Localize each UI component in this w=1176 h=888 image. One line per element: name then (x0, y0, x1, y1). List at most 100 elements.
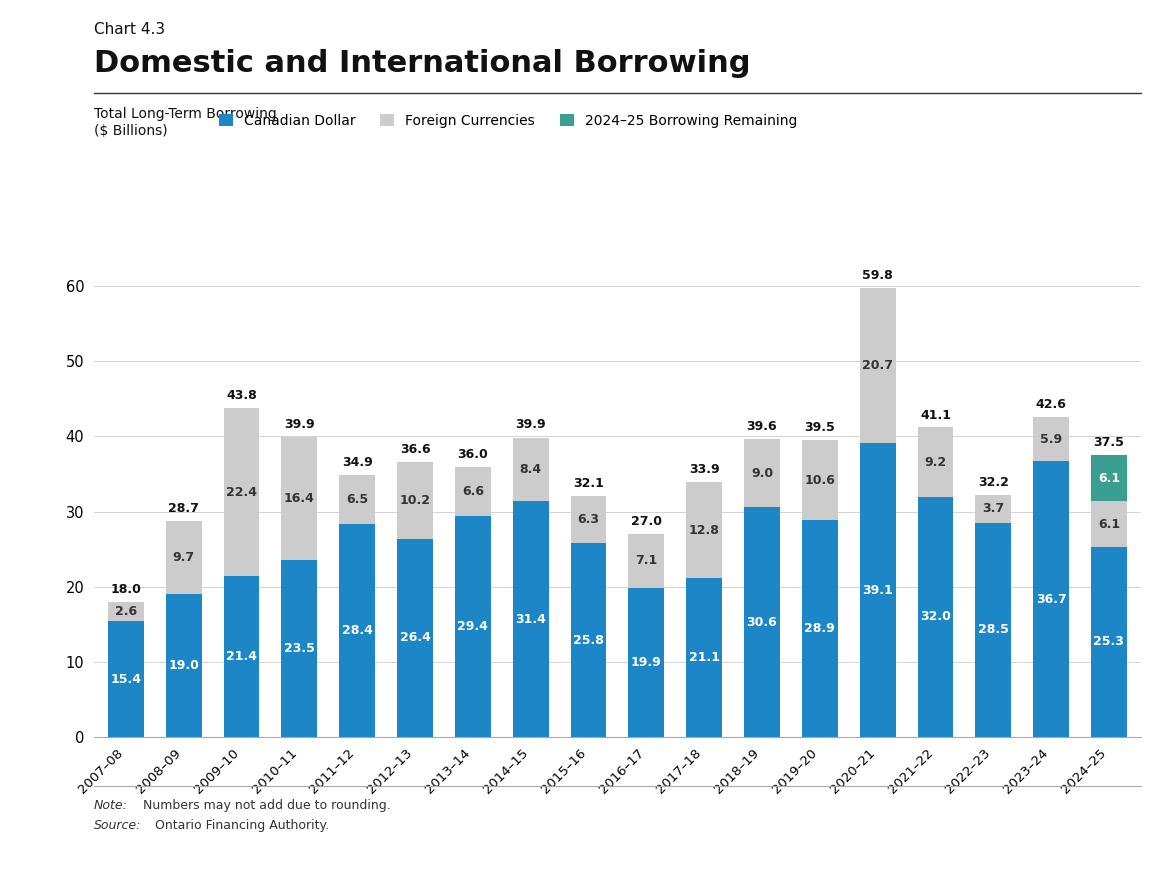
Text: 9.7: 9.7 (173, 551, 195, 565)
Text: 6.1: 6.1 (1098, 518, 1120, 530)
Text: 23.5: 23.5 (283, 642, 315, 655)
Text: 21.4: 21.4 (226, 650, 258, 663)
Text: 28.4: 28.4 (342, 624, 373, 637)
Text: 31.4: 31.4 (515, 613, 546, 625)
Text: Ontario Financing Authority.: Ontario Financing Authority. (151, 819, 328, 832)
Text: 39.1: 39.1 (862, 583, 893, 597)
Text: 28.5: 28.5 (977, 623, 1009, 637)
Text: 29.4: 29.4 (457, 620, 488, 633)
Bar (860, 288, 896, 443)
Text: 19.9: 19.9 (632, 655, 662, 669)
Text: 22.4: 22.4 (226, 486, 258, 498)
Text: 19.0: 19.0 (168, 659, 199, 672)
Bar (1091, 501, 1127, 547)
Bar (744, 507, 780, 737)
Text: Numbers may not add due to rounding.: Numbers may not add due to rounding. (139, 799, 390, 813)
Text: 5.9: 5.9 (1040, 432, 1062, 446)
Bar (802, 519, 837, 737)
Bar (108, 622, 143, 737)
Bar (339, 475, 375, 524)
Bar (687, 578, 722, 737)
Text: 10.6: 10.6 (804, 473, 835, 487)
Text: 36.7: 36.7 (1036, 592, 1067, 606)
Text: 9.2: 9.2 (924, 456, 947, 469)
Bar (570, 496, 607, 543)
Text: Source:: Source: (94, 819, 141, 832)
Text: 30.6: 30.6 (747, 615, 777, 629)
Text: 39.9: 39.9 (515, 418, 546, 432)
Text: 42.6: 42.6 (1036, 398, 1067, 411)
Text: 12.8: 12.8 (689, 524, 720, 537)
Bar (628, 588, 664, 737)
Bar (281, 437, 318, 560)
Text: 15.4: 15.4 (111, 673, 141, 686)
Bar (917, 427, 954, 496)
Text: 16.4: 16.4 (283, 492, 315, 505)
Bar (513, 501, 548, 737)
Text: 21.1: 21.1 (689, 651, 720, 664)
Text: Domestic and International Borrowing: Domestic and International Borrowing (94, 49, 750, 78)
Text: 2.6: 2.6 (115, 605, 136, 618)
Text: 20.7: 20.7 (862, 359, 893, 372)
Text: 27.0: 27.0 (630, 515, 662, 528)
Legend: Canadian Dollar, Foreign Currencies, 2024–25 Borrowing Remaining: Canadian Dollar, Foreign Currencies, 202… (219, 114, 797, 128)
Text: 26.4: 26.4 (400, 631, 430, 645)
Bar (223, 576, 260, 737)
Text: 43.8: 43.8 (226, 389, 256, 402)
Bar (166, 521, 201, 594)
Text: Chart 4.3: Chart 4.3 (94, 22, 165, 37)
Text: 39.5: 39.5 (804, 421, 835, 434)
Bar (108, 602, 143, 622)
Text: 28.9: 28.9 (804, 622, 835, 635)
Text: 39.9: 39.9 (285, 418, 315, 432)
Bar (744, 440, 780, 507)
Bar (1091, 456, 1127, 501)
Bar (223, 408, 260, 576)
Text: 39.6: 39.6 (747, 421, 777, 433)
Text: 6.1: 6.1 (1098, 472, 1120, 485)
Text: 6.3: 6.3 (577, 513, 600, 526)
Text: 9.0: 9.0 (751, 467, 773, 480)
Text: 32.2: 32.2 (977, 476, 1009, 489)
Bar (455, 466, 490, 516)
Text: 37.5: 37.5 (1094, 436, 1124, 449)
Bar (802, 440, 837, 519)
Bar (975, 523, 1011, 737)
Text: 10.2: 10.2 (400, 494, 430, 507)
Text: 25.8: 25.8 (573, 634, 604, 646)
Text: 28.7: 28.7 (168, 503, 199, 515)
Bar (1034, 461, 1069, 737)
Text: 33.9: 33.9 (689, 464, 720, 476)
Text: 7.1: 7.1 (635, 554, 657, 567)
Text: 36.6: 36.6 (400, 443, 430, 456)
Text: 25.3: 25.3 (1094, 636, 1124, 648)
Bar (917, 496, 954, 737)
Bar (455, 516, 490, 737)
Text: 8.4: 8.4 (520, 463, 542, 476)
Text: 6.6: 6.6 (462, 485, 483, 498)
Bar (513, 438, 548, 501)
Text: 6.5: 6.5 (346, 493, 368, 506)
Bar (397, 462, 433, 539)
Text: 32.0: 32.0 (920, 610, 951, 623)
Text: Total Long-Term Borrowing: Total Long-Term Borrowing (94, 107, 276, 121)
Bar (1091, 547, 1127, 737)
Bar (628, 535, 664, 588)
Bar (339, 524, 375, 737)
Text: 41.1: 41.1 (920, 409, 951, 422)
Bar (975, 496, 1011, 523)
Text: 59.8: 59.8 (862, 269, 893, 281)
Bar (570, 543, 607, 737)
Text: ($ Billions): ($ Billions) (94, 124, 168, 139)
Text: 3.7: 3.7 (982, 503, 1004, 516)
Text: 36.0: 36.0 (457, 448, 488, 461)
Bar (687, 482, 722, 578)
Text: 34.9: 34.9 (342, 456, 373, 469)
Text: Note:: Note: (94, 799, 128, 813)
Bar (166, 594, 201, 737)
Bar (281, 560, 318, 737)
Text: 18.0: 18.0 (111, 583, 141, 596)
Bar (397, 539, 433, 737)
Text: 32.1: 32.1 (573, 477, 604, 490)
Bar (860, 443, 896, 737)
